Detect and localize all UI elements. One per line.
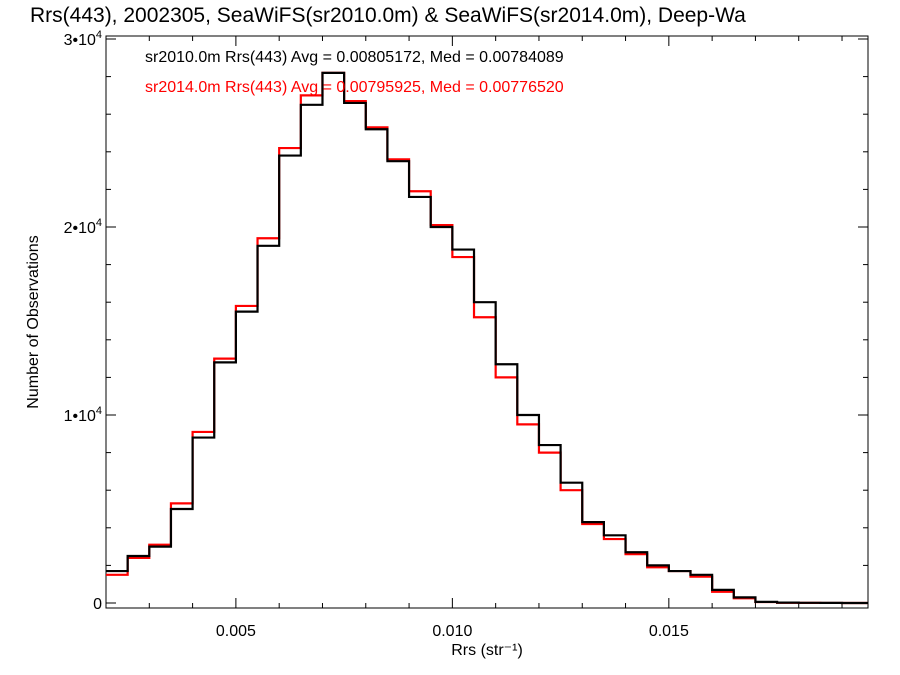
y-tick-label: 3•104 — [64, 29, 102, 49]
x-tick-label: 0.015 — [649, 623, 689, 640]
y-axis: 0 1•104 2•104 3•104 — [64, 29, 868, 613]
series-layer — [106, 71, 868, 605]
plot-frame — [105, 35, 869, 609]
y-tick-label: 0 — [93, 596, 102, 613]
x-axis: 0.005 0.010 0.015 — [105, 36, 843, 640]
y-axis-label: Number of Observations — [25, 235, 42, 408]
y-tick-label: 1•104 — [64, 405, 102, 425]
chart-title: Rrs(443), 2002305, SeaWiFS(sr2010.0m) & … — [30, 4, 746, 27]
legend-entry-sr2010: sr2010.0m Rrs(443) Avg = 0.00805172, Med… — [145, 49, 564, 66]
x-axis-label: Rrs (str⁻¹) — [451, 642, 523, 659]
series-line-sr2010.0m — [106, 71, 868, 605]
y-tick-label: 2•104 — [64, 217, 102, 237]
x-tick-label: 0.005 — [216, 623, 256, 640]
series-line-sr2014.0m — [106, 71, 868, 605]
legend-entry-sr2014: sr2014.0m Rrs(443) Avg = 0.00795925, Med… — [145, 79, 564, 96]
x-tick-label: 0.010 — [432, 623, 472, 640]
